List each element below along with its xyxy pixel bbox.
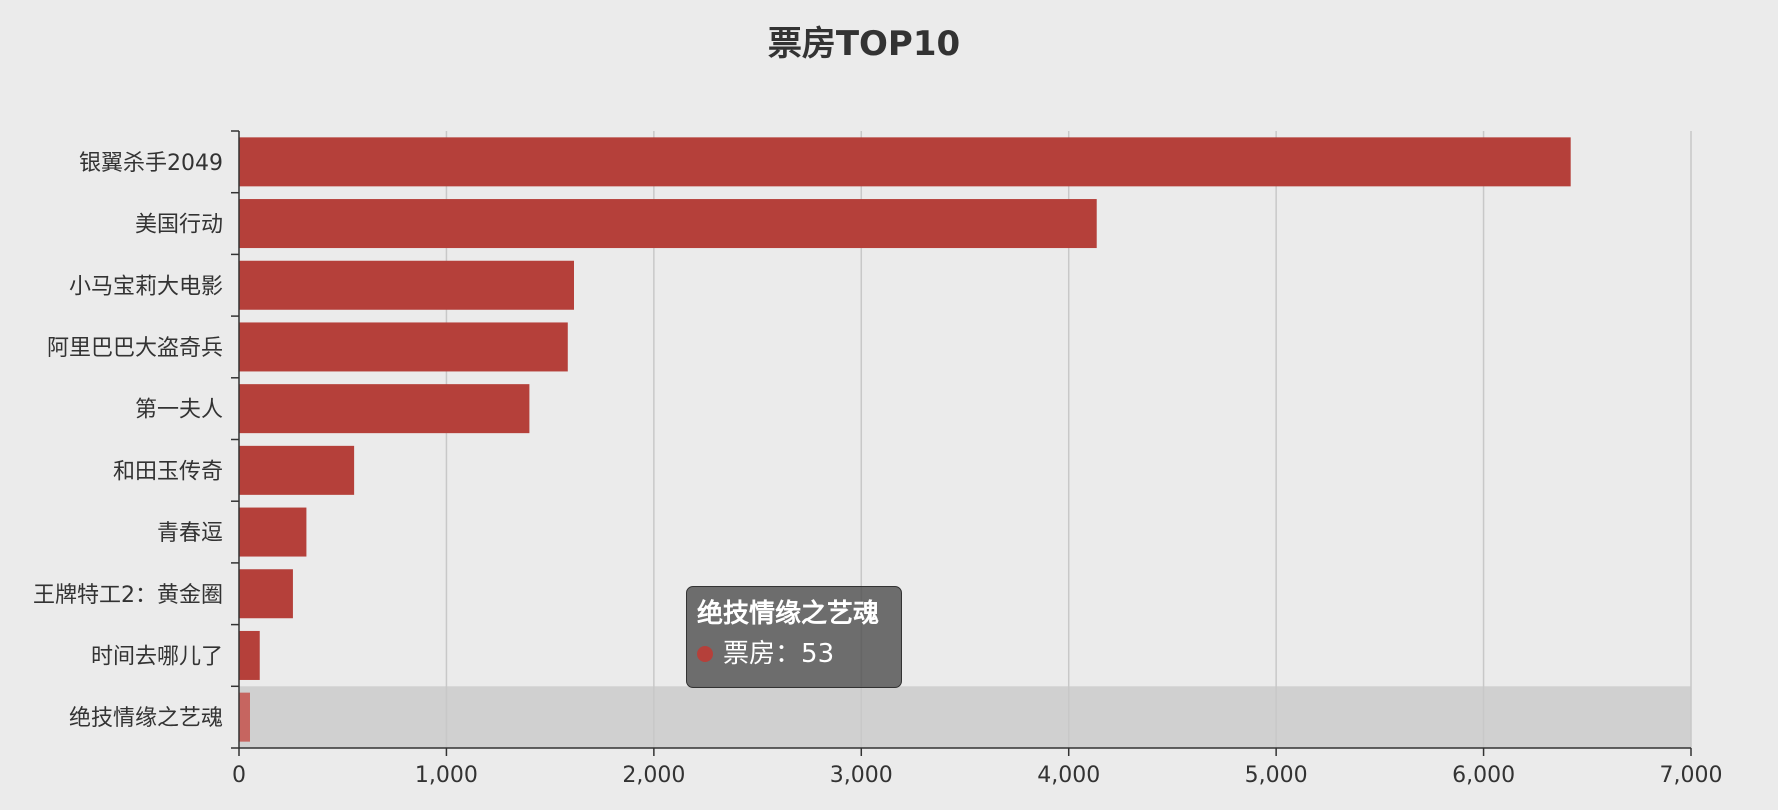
bar <box>239 507 307 557</box>
x-tick-label: 1,000 <box>415 763 478 788</box>
chart-tooltip: 绝技情缘之艺魂 票房 ： 53 <box>686 586 902 688</box>
tooltip-separator: ： <box>775 639 802 669</box>
y-category-label: 美国行动 <box>135 213 223 238</box>
bar <box>239 137 1571 187</box>
hover-highlight-band <box>239 686 1691 748</box>
y-category-label: 时间去哪儿了 <box>91 644 223 669</box>
y-category-label: 青春逗 <box>157 521 223 546</box>
x-tick-label: 5,000 <box>1245 763 1308 788</box>
bar <box>239 384 530 434</box>
bar <box>239 569 293 619</box>
y-category-label: 第一夫人 <box>135 398 223 423</box>
x-tick-label: 6,000 <box>1452 763 1515 788</box>
y-category-label: 阿里巴巴大盗奇兵 <box>47 336 223 361</box>
bar <box>239 322 568 372</box>
bar <box>239 692 250 742</box>
y-category-label: 银翼杀手2049 <box>79 151 223 176</box>
y-category-label: 和田玉传奇 <box>113 459 223 484</box>
bar <box>239 445 355 495</box>
tooltip-series-label: 票房 <box>723 639 776 669</box>
x-tick-label: 7,000 <box>1660 763 1723 788</box>
y-category-label: 王牌特工2：黄金圈 <box>33 583 223 608</box>
x-tick-label: 0 <box>232 763 246 788</box>
y-category-label: 绝技情缘之艺魂 <box>69 706 223 731</box>
bar <box>239 199 1097 249</box>
bar <box>239 630 260 680</box>
bar <box>239 260 574 310</box>
x-tick-label: 2,000 <box>622 763 685 788</box>
tooltip-title: 绝技情缘之艺魂 <box>697 599 880 629</box>
x-tick-label: 3,000 <box>830 763 893 788</box>
tooltip-series-dot-icon <box>697 646 713 662</box>
tooltip-row: 票房 ： 53 <box>697 639 901 669</box>
chart-title: 票房TOP10 <box>767 24 961 64</box>
x-tick-label: 4,000 <box>1037 763 1100 788</box>
y-category-label: 小马宝莉大电影 <box>69 274 223 299</box>
tooltip-value: 53 <box>801 639 835 669</box>
